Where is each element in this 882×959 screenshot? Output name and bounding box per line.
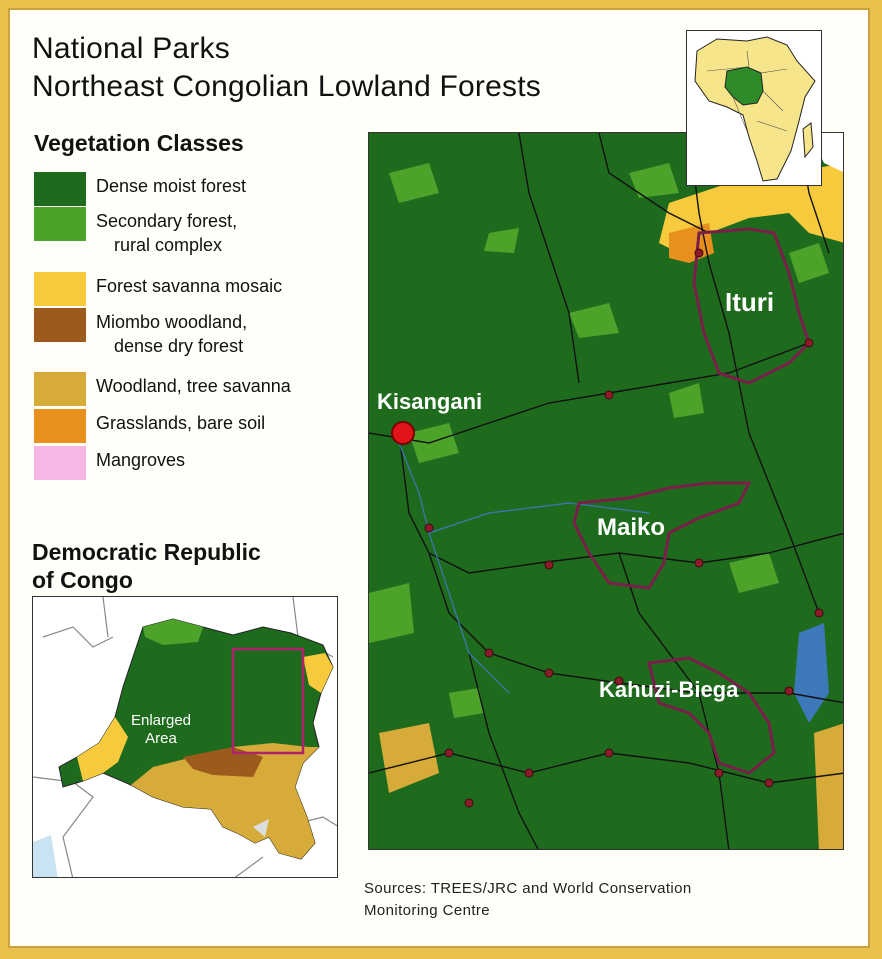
legend-label: Mangroves — [96, 448, 356, 472]
kisangani-marker — [391, 421, 415, 445]
legend-swatch — [34, 446, 86, 480]
legend-label: Woodland, tree savanna — [96, 374, 356, 398]
city-label-kisangani: Kisangani — [377, 389, 482, 414]
legend-label: Dense moist forest — [96, 174, 356, 198]
neighbor-border — [102, 597, 109, 638]
ituri-boundary — [692, 227, 811, 385]
country-borders — [706, 50, 788, 132]
sources-line-1: Sources: TREES/JRC and World Conservatio… — [364, 880, 692, 897]
secondary-forest-patches — [369, 163, 829, 718]
ocean-shape — [33, 835, 58, 877]
river-network — [398, 442, 650, 694]
kahuzi-biega-boundary — [647, 656, 776, 775]
park-label-ituri: Ituri — [725, 287, 774, 317]
maiko-boundary — [572, 481, 752, 590]
lake-shape — [253, 819, 269, 837]
legend-label: Secondary forest, rural complex — [96, 209, 356, 257]
africa-outline — [694, 36, 816, 182]
africa-locator-svg — [694, 36, 816, 182]
overview-map-svg: Enlarged Area — [33, 597, 337, 877]
legend-heading: Vegetation Classes — [34, 130, 244, 156]
legend-label-line-2: rural complex — [114, 235, 223, 255]
legend-label: Grasslands, bare soil — [96, 411, 356, 435]
legend-label-line-1: Forest savanna mosaic — [96, 276, 283, 296]
town-markers — [424, 248, 824, 808]
legend-label-line-1: Secondary forest, — [96, 211, 238, 231]
legend-swatch — [34, 372, 86, 406]
legend-label-line-1: Woodland, tree savanna — [96, 376, 291, 396]
mosaic-region — [77, 717, 128, 781]
legend-swatch — [34, 207, 86, 241]
enlarged-label-2: Area — [145, 730, 177, 747]
main-map: Kisangani Ituri Maiko Kahuzi-Biega — [368, 132, 844, 850]
overview-title-line-1: Democratic Republic — [32, 539, 261, 565]
overview-map: Enlarged Area — [32, 596, 338, 878]
sw-savanna-region — [379, 723, 439, 793]
drc-highlight — [724, 66, 764, 106]
mosaic-region-ne — [303, 653, 333, 693]
overview-title: Democratic Republic of Congo — [32, 538, 261, 594]
main-map-svg: Kisangani Ituri Maiko Kahuzi-Biega — [369, 133, 843, 849]
legend-swatch — [34, 172, 86, 206]
legend-label-line-2: dense dry forest — [114, 336, 244, 356]
legend-label: Forest savanna mosaic — [96, 274, 356, 298]
title-line-2: Northeast Congolian Lowland Forests — [32, 70, 541, 103]
legend-swatch — [34, 308, 86, 342]
park-label-kahuzi-biega: Kahuzi-Biega — [599, 677, 739, 702]
legend-swatch — [34, 272, 86, 306]
title-line-1: National Parks — [32, 32, 230, 65]
dense-forest-background — [369, 133, 843, 849]
africa-locator-map — [686, 30, 822, 186]
savanna-region — [131, 743, 319, 859]
map-title: National Parks Northeast Congolian Lowla… — [32, 30, 541, 106]
overview-title-line-2: of Congo — [32, 567, 133, 593]
enlarged-label-1: Enlarged — [131, 712, 191, 729]
park-label-maiko: Maiko — [597, 514, 665, 541]
se-savanna-region — [814, 723, 843, 849]
legend-label-line-1: Mangroves — [96, 450, 186, 470]
legend-label-line-1: Dense moist forest — [96, 176, 247, 196]
legend-label-line-1: Miombo woodland, — [96, 312, 248, 332]
legend-swatch — [34, 409, 86, 443]
miombo-region — [183, 747, 263, 777]
secondary-forest-region — [143, 619, 203, 645]
madagascar-shape — [802, 122, 814, 159]
park-boundaries — [572, 227, 811, 775]
neighbor-border — [33, 776, 94, 877]
sources-line-2: Monitoring Centre — [364, 902, 491, 919]
neighbor-border — [42, 626, 114, 648]
legend-label-line-1: Grasslands, bare soil — [96, 413, 266, 433]
neighbor-border — [234, 856, 264, 877]
sources-note: Sources: TREES/JRC and World Conservatio… — [364, 878, 692, 922]
enlarged-area-box — [231, 647, 305, 755]
legend-label: Miombo woodland, dense dry forest — [96, 310, 356, 358]
